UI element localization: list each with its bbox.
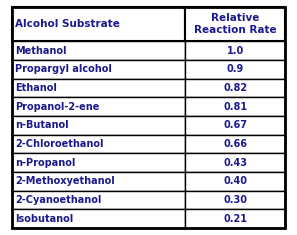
Bar	[185, 209, 285, 228]
Text: n-Propanol: n-Propanol	[15, 158, 75, 168]
Bar	[185, 60, 285, 79]
Text: 0.21: 0.21	[223, 214, 247, 224]
Text: 1.0: 1.0	[227, 46, 244, 56]
Bar	[12, 135, 185, 153]
Text: n-Butanol: n-Butanol	[15, 120, 69, 130]
Bar	[185, 135, 285, 153]
Bar	[12, 172, 185, 191]
Bar	[12, 116, 185, 135]
Bar	[12, 60, 185, 79]
Text: 0.67: 0.67	[223, 120, 247, 130]
Bar	[12, 209, 185, 228]
Text: Alcohol Substrate: Alcohol Substrate	[15, 19, 120, 29]
Text: Ethanol: Ethanol	[15, 83, 57, 93]
Text: 0.81: 0.81	[223, 102, 247, 112]
Bar	[185, 153, 285, 172]
Text: 0.43: 0.43	[223, 158, 247, 168]
Bar	[12, 41, 185, 60]
Text: 0.40: 0.40	[223, 176, 247, 186]
Text: 0.82: 0.82	[223, 83, 247, 93]
Text: 2-Cyanoethanol: 2-Cyanoethanol	[15, 195, 102, 205]
Text: 2-Methoxyethanol: 2-Methoxyethanol	[15, 176, 115, 186]
Bar	[185, 41, 285, 60]
Bar	[185, 172, 285, 191]
Text: Relative
Reaction Rate: Relative Reaction Rate	[194, 13, 277, 35]
Text: 0.9: 0.9	[227, 64, 244, 74]
Bar	[185, 79, 285, 97]
Text: Isobutanol: Isobutanol	[15, 214, 73, 224]
Text: 0.66: 0.66	[223, 139, 247, 149]
Bar	[185, 7, 285, 41]
Bar	[12, 79, 185, 97]
Bar	[185, 97, 285, 116]
Text: 2-Chloroethanol: 2-Chloroethanol	[15, 139, 104, 149]
Text: Propargyl alcohol: Propargyl alcohol	[15, 64, 112, 74]
Text: 0.30: 0.30	[223, 195, 247, 205]
Bar	[12, 191, 185, 209]
Bar	[12, 7, 185, 41]
Bar	[185, 116, 285, 135]
Bar	[185, 191, 285, 209]
Bar	[12, 97, 185, 116]
Text: Methanol: Methanol	[15, 46, 67, 56]
Bar	[12, 153, 185, 172]
Text: Propanol-2-ene: Propanol-2-ene	[15, 102, 99, 112]
